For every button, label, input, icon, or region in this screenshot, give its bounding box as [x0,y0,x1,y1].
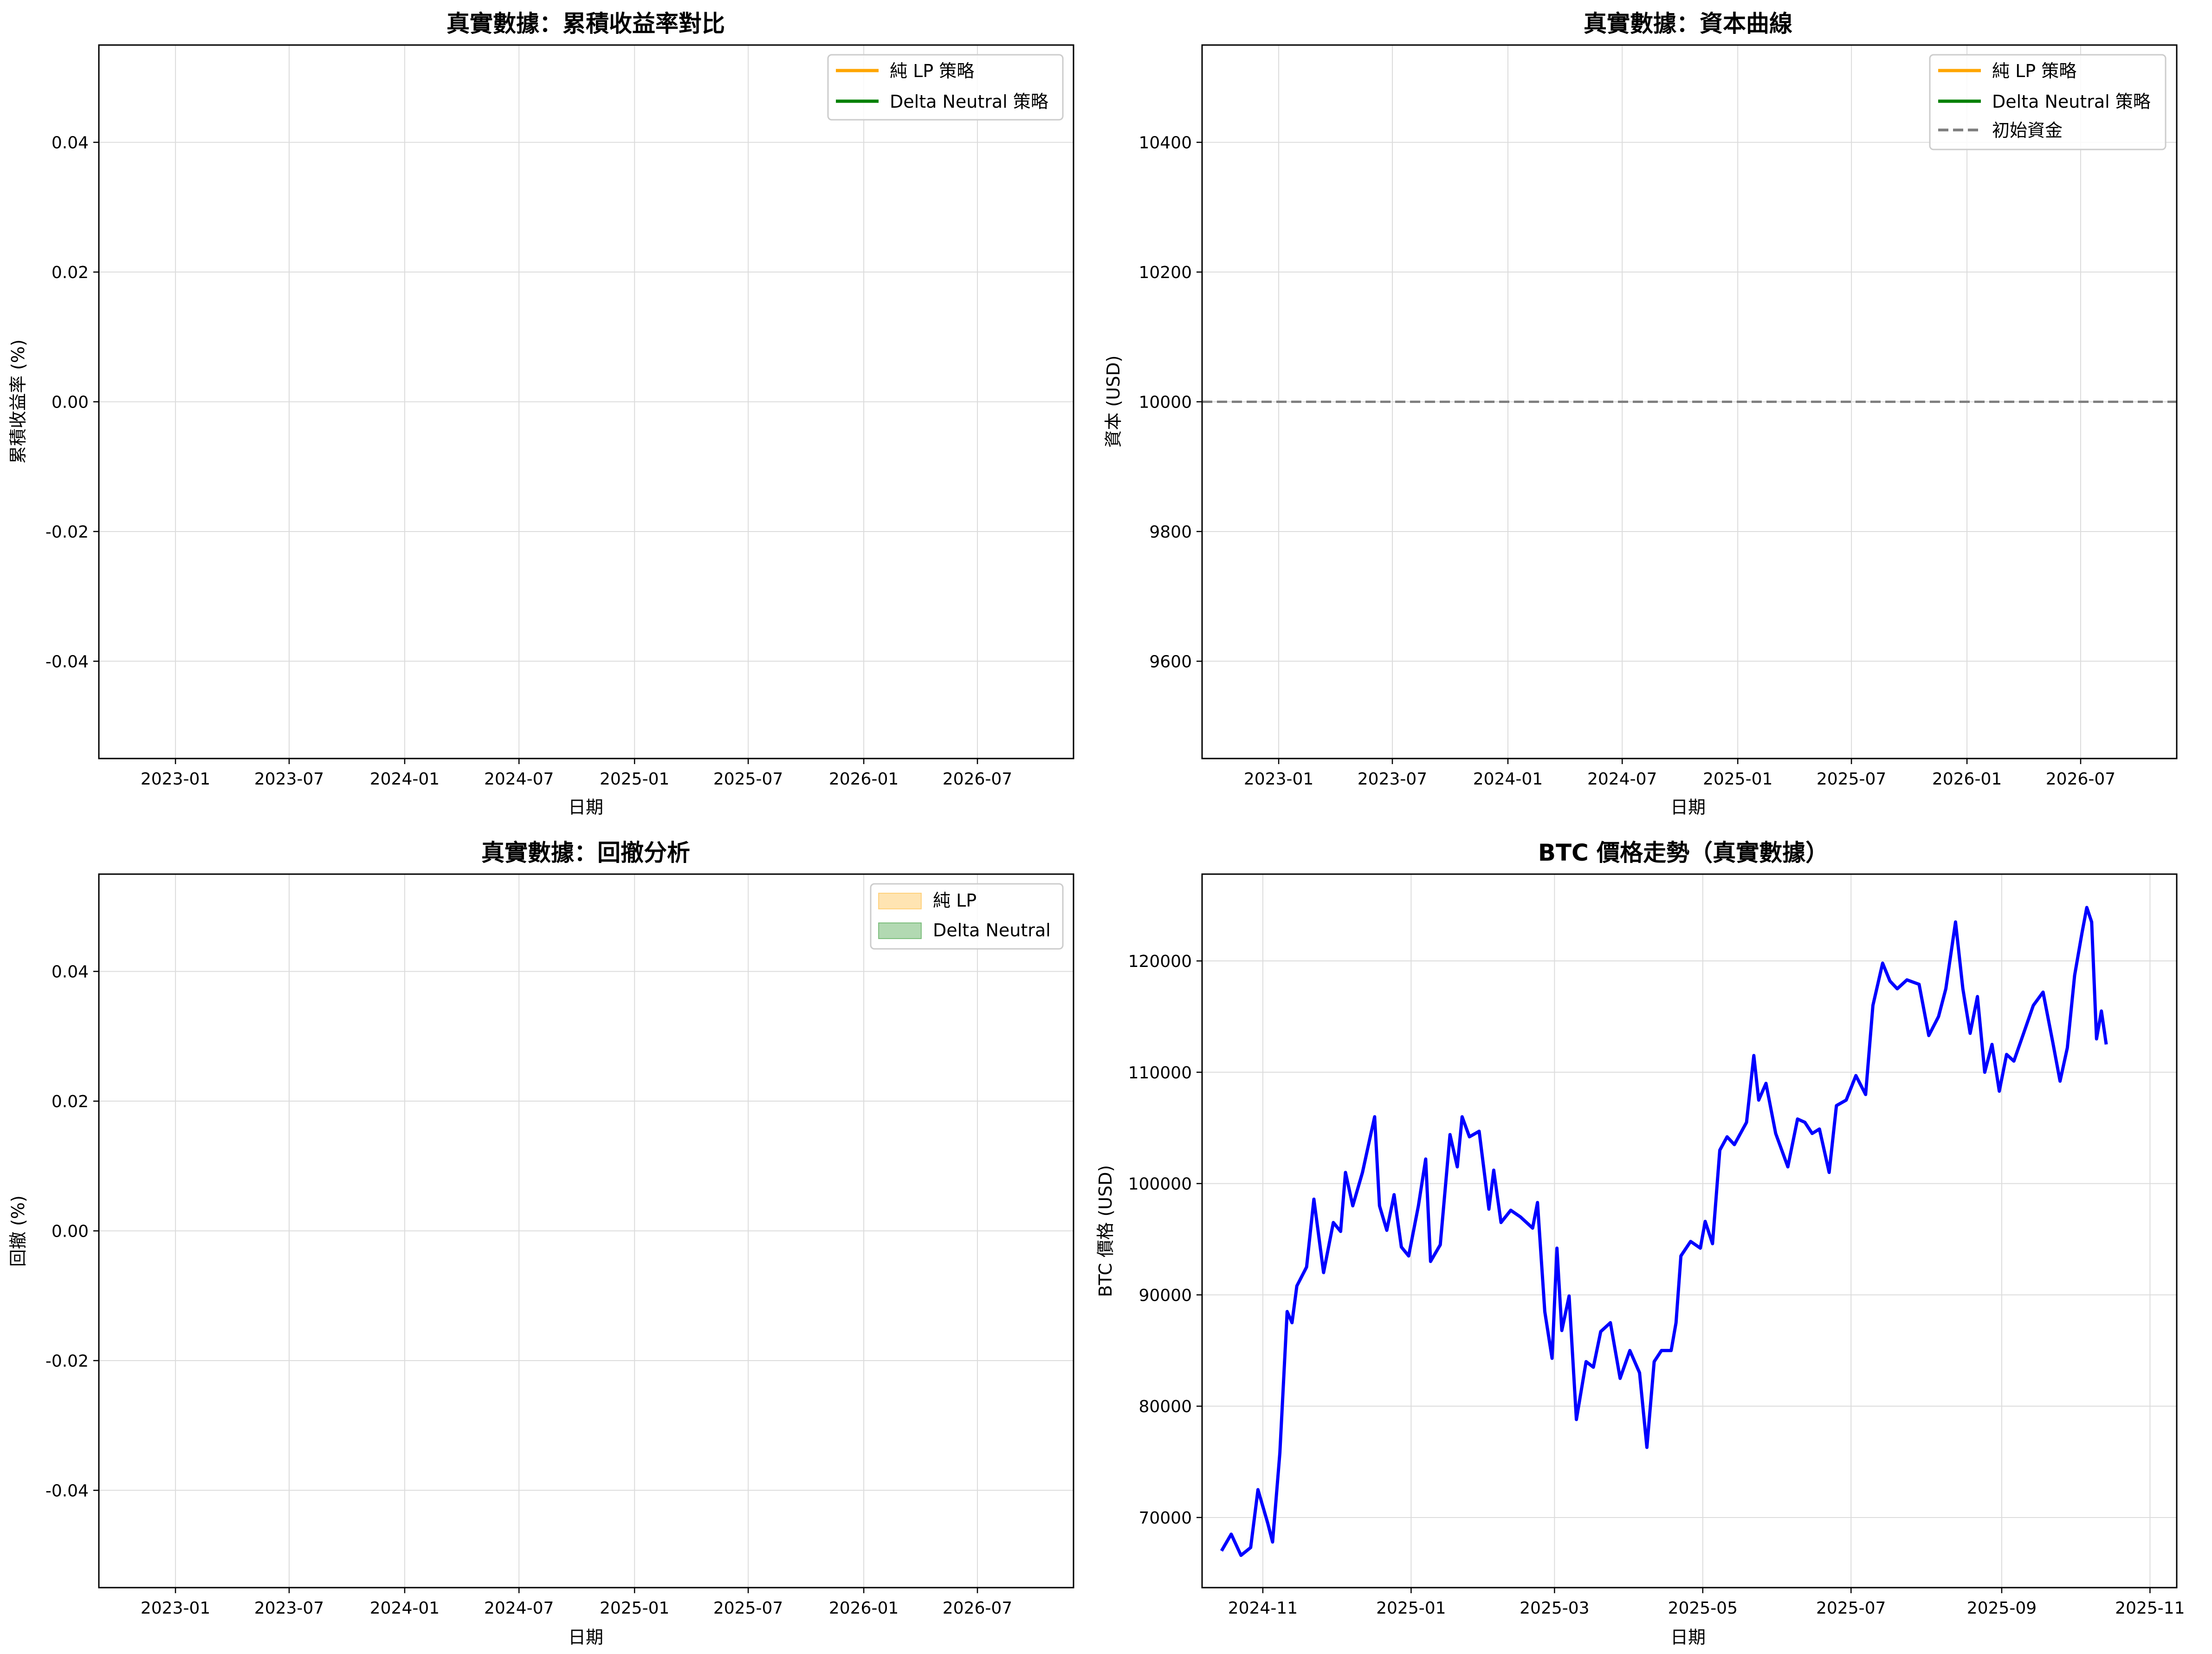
grid [99,874,1074,1588]
x-tick-label: 2025-03 [1520,1599,1589,1618]
chart-title: BTC 價格走勢（真實數據） [1538,839,1829,866]
legend-label-delta-neutral: Delta Neutral 策略 [890,91,1048,112]
y-tick-label: 80000 [1138,1397,1192,1416]
x-ticks: 2023-01 2023-07 2024-01 2024-07 2025-01 2025-… [1244,759,2115,789]
y-axis-label: 資本 (USD) [1103,356,1124,448]
x-tick-label: 2025-01 [1376,1599,1446,1618]
y-tick-label: 100000 [1128,1175,1192,1194]
legend-swatch-delta-neutral [878,922,922,939]
y-tick-label: 0.02 [52,1092,89,1111]
chart-btc-price: BTC 價格走勢（真實數據） 120000 110000 100000 90000 80… [1095,839,2185,1648]
x-tick-label: 2024-01 [370,770,440,789]
x-tick-label: 2023-07 [1358,770,1427,789]
legend-label-lp: 純 LP 策略 [890,61,974,81]
y-tick-label: 0.04 [52,134,89,153]
y-tick-label: -0.04 [45,652,89,671]
grid [1202,874,2177,1588]
x-tick-label: 2025-01 [600,1599,669,1618]
x-ticks: 2023-01 2023-07 2024-01 2024-07 2025-01 2025-… [141,759,1012,789]
legend-box [827,54,1064,121]
x-tick-label: 2025-11 [2115,1599,2185,1618]
y-ticks: 0.04 0.02 0.00 -0.02 -0.04 [45,134,99,671]
y-tick-label: 90000 [1138,1286,1192,1305]
chart-title: 真實數據：回撤分析 [481,839,690,866]
grid [99,45,1074,759]
chart-equity-curve: 真實數據：資本曲線 10400 10200 10000 9800 9600 2023-0… [1103,10,2178,817]
x-tick-label: 2026-07 [943,1599,1012,1618]
legend-label-lp: 純 LP [933,890,977,911]
price-line [1220,906,2108,1557]
y-tick-label: -0.02 [45,1352,89,1371]
x-ticks: 2024-11 2025-01 2025-03 2025-05 2025-07 2025-… [1228,1588,2185,1618]
y-tick-label: 10000 [1138,393,1192,412]
y-tick-label: 110000 [1128,1064,1192,1083]
y-tick-label: 9800 [1149,523,1192,542]
y-tick-label: 70000 [1138,1509,1192,1528]
y-tick-label: -0.02 [45,523,89,542]
y-axis-label: 累積收益率 (%) [8,339,28,464]
x-tick-label: 2024-01 [1473,770,1543,789]
legend-box [1929,54,2167,150]
x-tick-label: 2026-07 [943,770,1012,789]
x-tick-label: 2026-01 [829,1599,899,1618]
x-axis-label: 日期 [1670,797,1706,817]
chart-title: 真實數據：累積收益率對比 [446,10,725,37]
legend: 純 LP Delta Neutral [870,883,1064,950]
y-ticks: 0.04 0.02 0.00 -0.02 -0.04 [45,963,99,1500]
x-tick-label: 2023-07 [254,1599,324,1618]
x-tick-label: 2025-07 [1816,1599,1886,1618]
x-tick-label: 2025-07 [1817,770,1886,789]
grid [1202,45,2177,759]
y-tick-label: 10200 [1138,263,1192,282]
x-tick-label: 2023-07 [254,770,324,789]
x-tick-label: 2023-01 [1244,770,1313,789]
x-tick-label: 2025-01 [1703,770,1772,789]
legend: 純 LP 策略 Delta Neutral 策略 [827,54,1064,121]
x-tick-label: 2025-09 [1967,1599,2037,1618]
y-tick-label: -0.04 [45,1481,89,1500]
x-tick-label: 2026-01 [829,770,899,789]
legend-swatch-lp [878,893,922,909]
y-tick-label: 9600 [1149,652,1192,671]
y-ticks: 10400 10200 10000 9800 9600 [1138,134,1202,671]
x-tick-label: 2023-01 [141,770,210,789]
legend-label-lp: 純 LP 策略 [1992,61,2076,81]
x-tick-label: 2024-07 [1587,770,1657,789]
y-tick-label: 10400 [1138,134,1192,153]
y-axis-label: 回撤 (%) [8,1195,28,1267]
plot-frame [1201,873,2178,1589]
x-tick-label: 2025-07 [713,1599,783,1618]
legend-label-delta-neutral: Delta Neutral [933,920,1051,941]
y-tick-label: 0.04 [52,963,89,982]
legend-label-initial-capital: 初始資金 [1992,120,2063,141]
legend-label-delta-neutral: Delta Neutral 策略 [1992,91,2151,112]
y-axis-label: BTC 價格 (USD) [1095,1165,1116,1297]
series-lines [1220,906,2108,1557]
x-ticks: 2023-01 2023-07 2024-01 2024-07 2025-01 2025-… [141,1588,1012,1618]
legend: 純 LP 策略 Delta Neutral 策略 初始資金 [1929,54,2167,150]
chart-cumulative-return: 真實數據：累積收益率對比 0.04 0.02 0.00 -0.02 -0.04 2023… [8,10,1074,817]
x-tick-label: 2026-07 [2046,770,2115,789]
x-tick-label: 2024-07 [484,770,554,789]
y-tick-label: 0.02 [52,263,89,282]
x-tick-label: 2024-11 [1228,1599,1298,1618]
x-tick-label: 2025-01 [600,770,669,789]
x-tick-label: 2023-01 [141,1599,210,1618]
chart-drawdown: 真實數據：回撤分析 0.04 0.02 0.00 -0.02 -0.04 2023-01… [8,839,1074,1648]
y-tick-label: 120000 [1128,952,1192,971]
x-tick-label: 2025-07 [713,770,783,789]
x-axis-label: 日期 [568,797,603,817]
chart-title: 真實數據：資本曲線 [1584,10,1792,37]
x-tick-label: 2026-01 [1932,770,2002,789]
x-axis-label: 日期 [568,1627,603,1648]
legend-box [870,883,1064,950]
y-ticks: 120000 110000 100000 90000 80000 70000 [1128,952,1202,1528]
x-tick-label: 2024-07 [484,1599,554,1618]
x-axis-label: 日期 [1670,1627,1706,1648]
y-tick-label: 0.00 [52,1222,89,1241]
x-tick-label: 2025-05 [1668,1599,1738,1618]
x-tick-label: 2024-01 [370,1599,440,1618]
y-tick-label: 0.00 [52,393,89,412]
